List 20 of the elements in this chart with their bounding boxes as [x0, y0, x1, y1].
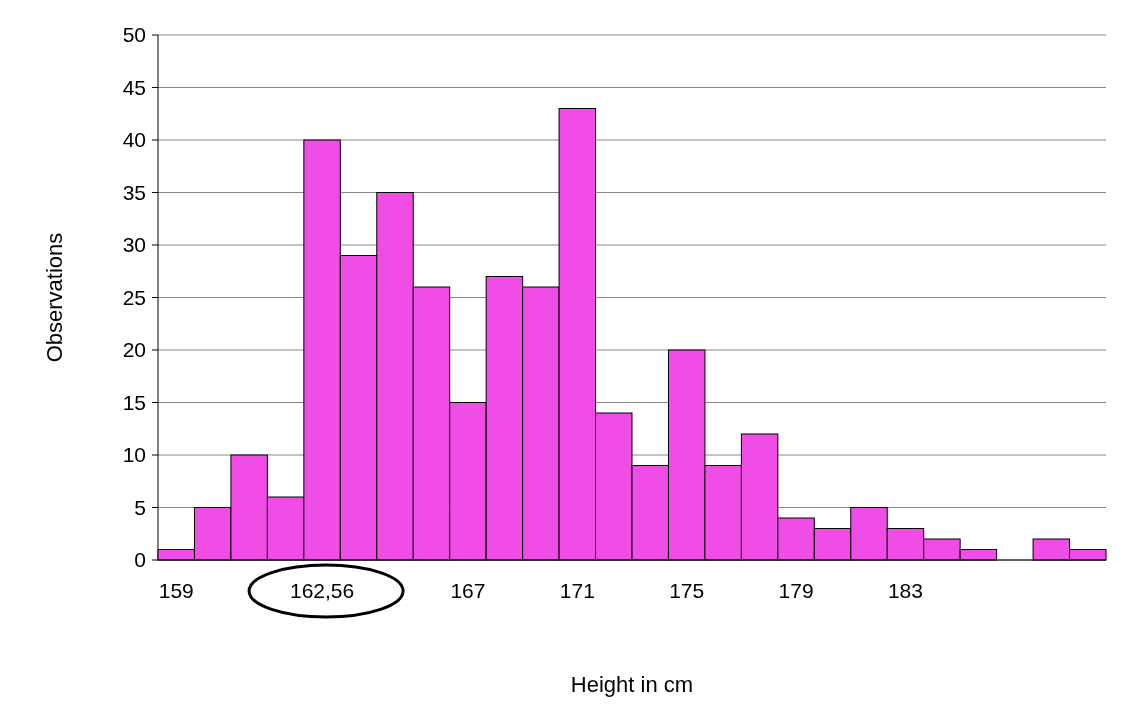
y-tick-label: 50: [122, 23, 146, 47]
y-axis-title: Observations: [42, 232, 67, 363]
x-tick-label: 179: [778, 579, 814, 602]
y-tick-label: 5: [134, 495, 146, 519]
x-tick-label: 162,56: [289, 579, 355, 602]
x-tick-label: 171: [559, 579, 595, 602]
y-tick-label: 45: [122, 75, 146, 99]
y-tick-label: 25: [122, 285, 146, 309]
x-axis-title: Height in cm: [570, 672, 694, 697]
y-tick-label: 15: [122, 390, 146, 414]
y-tick-label: 20: [122, 338, 146, 362]
y-tick-label: 0: [134, 548, 146, 572]
y-tick-label: 40: [122, 128, 146, 152]
x-tick-label: 183: [887, 579, 923, 602]
x-tick-label: 167: [450, 579, 486, 602]
y-tick-label: 30: [122, 233, 146, 257]
y-tick-label: 35: [122, 180, 146, 204]
x-tick-label: 159: [158, 579, 194, 602]
y-tick-label: 10: [122, 443, 146, 467]
x-tick-label: 175: [669, 579, 705, 602]
